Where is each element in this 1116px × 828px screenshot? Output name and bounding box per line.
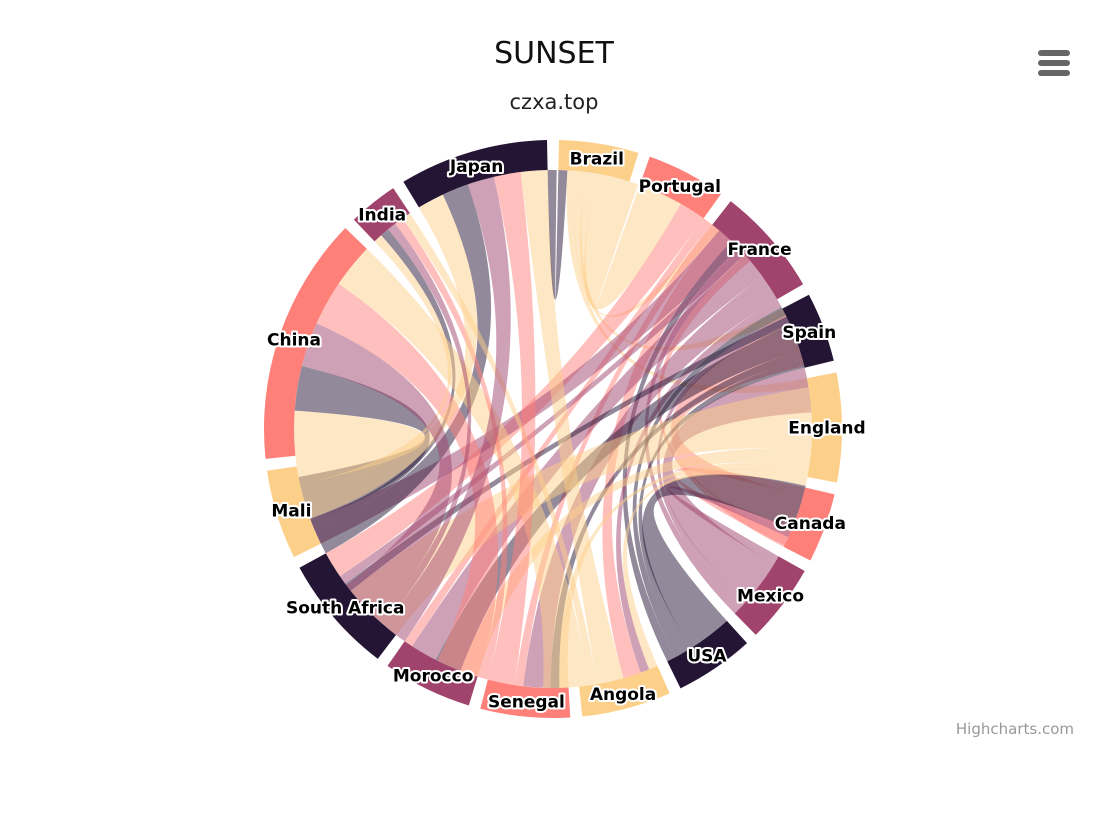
node-england[interactable] xyxy=(806,372,842,483)
node-spain[interactable] xyxy=(782,294,834,368)
node-label-china: China xyxy=(267,330,321,350)
node-japan[interactable] xyxy=(403,140,548,208)
link-morocco-to-china[interactable] xyxy=(301,323,452,619)
link-japan-to-brazil[interactable] xyxy=(547,169,568,300)
link-usa-to-england[interactable] xyxy=(642,474,806,649)
node-mali[interactable] xyxy=(267,466,321,558)
node-label-england: England xyxy=(788,419,865,439)
node-label-usa: USA xyxy=(687,647,727,667)
node-label-india: India xyxy=(358,206,406,226)
link-england-to-morocco[interactable] xyxy=(460,448,812,677)
link-france-to-south-africa[interactable] xyxy=(340,248,746,584)
link-france-to-angola[interactable] xyxy=(616,299,782,673)
nodes-group: Brazil Portugal France Spain England Canada Me… xyxy=(264,140,868,718)
link-england-to-south-africa[interactable] xyxy=(350,387,812,635)
credits-link[interactable]: Highcharts.com xyxy=(955,720,1074,738)
node-brazil[interactable] xyxy=(558,140,639,182)
node-label-senegal: Senegal xyxy=(488,693,565,713)
link-senegal-to-india[interactable] xyxy=(395,218,508,680)
link-morocco-to-japan[interactable] xyxy=(383,176,511,642)
node-portugal[interactable] xyxy=(639,156,722,219)
hamburger-menu-icon[interactable] xyxy=(1038,50,1070,76)
link-portugal-to-south-africa[interactable] xyxy=(325,203,704,577)
node-usa[interactable] xyxy=(667,620,748,689)
link-south-africa-to-japan[interactable] xyxy=(314,184,492,554)
node-label-canada: Canada xyxy=(775,514,846,534)
link-france-to-morocco[interactable] xyxy=(412,255,763,660)
node-label-mexico: Mexico xyxy=(737,587,804,607)
node-morocco[interactable] xyxy=(387,641,478,706)
node-south-africa[interactable] xyxy=(299,553,396,659)
node-senegal[interactable] xyxy=(480,679,571,718)
link-morocco-to-india[interactable] xyxy=(376,223,472,625)
node-china[interactable] xyxy=(264,228,367,459)
node-label-mali: Mali xyxy=(271,502,311,522)
node-label-france: France xyxy=(728,240,792,260)
link-angola-to-japan[interactable] xyxy=(520,170,624,685)
links-group xyxy=(294,169,812,688)
link-senegal-to-japan[interactable] xyxy=(487,172,536,686)
node-label-morocco: Morocco xyxy=(393,666,474,686)
node-label-brazil: Brazil xyxy=(570,150,624,170)
link-senegal-to-china[interactable] xyxy=(316,283,499,678)
node-label-south-africa: South Africa xyxy=(286,599,405,619)
link-brazil-to-portugal[interactable] xyxy=(584,173,681,310)
node-france[interactable] xyxy=(712,201,804,300)
link-angola-to-china[interactable] xyxy=(338,248,589,688)
link-spain-to-south-africa[interactable] xyxy=(345,316,791,591)
node-label-angola: Angola xyxy=(590,685,656,705)
node-label-spain: Spain xyxy=(782,323,836,343)
node-mexico[interactable] xyxy=(734,556,805,635)
node-canada[interactable] xyxy=(783,487,835,561)
node-label-japan: Japan xyxy=(449,157,504,177)
link-mexico-to-england[interactable] xyxy=(667,486,792,565)
link-mali-to-china[interactable] xyxy=(294,410,426,485)
node-label-portugal: Portugal xyxy=(639,177,721,197)
node-india[interactable] xyxy=(353,188,410,242)
chart-title: SUNSET xyxy=(494,36,614,71)
node-angola[interactable] xyxy=(579,665,670,717)
chart-subtitle: czxa.top xyxy=(509,90,599,114)
